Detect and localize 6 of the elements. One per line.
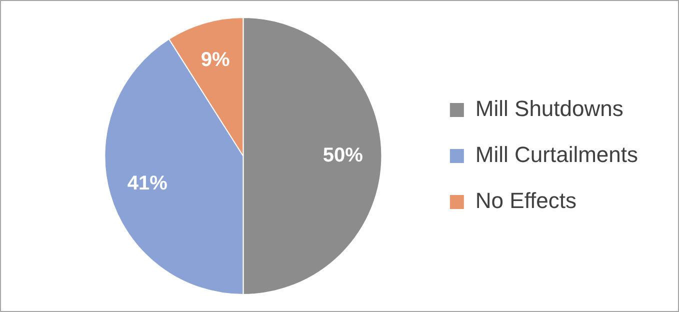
- data-label: 9%: [200, 48, 230, 71]
- data-label: 41%: [127, 172, 168, 194]
- legend-label: Mill Curtailments: [475, 142, 638, 168]
- legend-label: No Effects: [475, 188, 577, 214]
- legend-label: Mill Shutdowns: [475, 96, 624, 122]
- data-label: 50%: [322, 144, 364, 167]
